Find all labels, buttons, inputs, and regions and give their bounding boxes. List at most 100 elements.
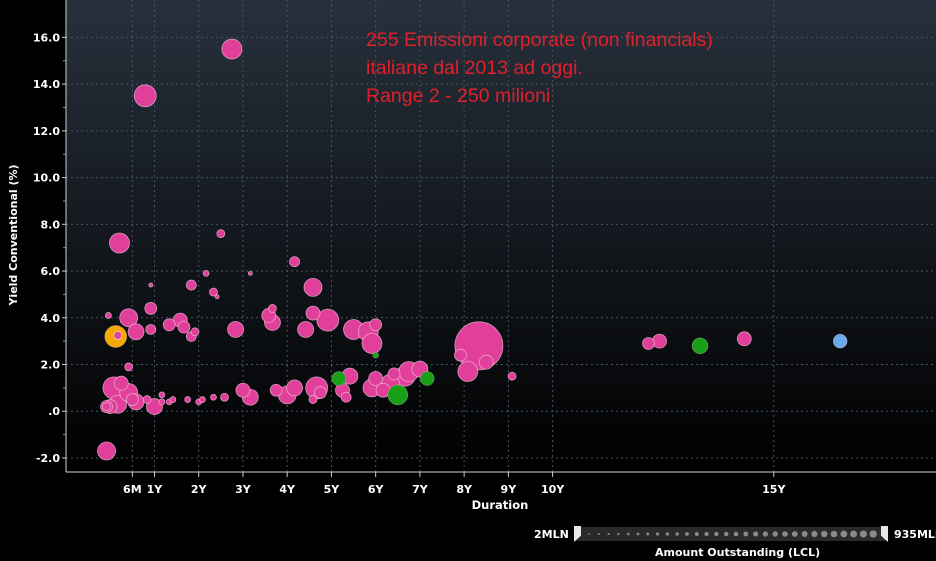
size-scale-dot — [617, 532, 620, 536]
x-tick-label: 3Y — [235, 483, 252, 496]
size-scale-dot — [675, 532, 679, 536]
bond-point-pink[interactable] — [387, 367, 401, 381]
bond-point-pink[interactable] — [269, 383, 283, 397]
y-tick-label: 4.0 — [41, 312, 61, 325]
y-tick-label: 10.0 — [33, 172, 60, 185]
bond-point-pink[interactable] — [303, 278, 323, 297]
bond-point-pink[interactable] — [313, 386, 327, 399]
size-scale-dot — [626, 532, 630, 536]
bond-point-green[interactable] — [387, 384, 408, 406]
bond-point-blue[interactable] — [832, 333, 848, 349]
bond-point-pink[interactable] — [235, 382, 251, 398]
bond-point-pink[interactable] — [652, 333, 667, 349]
size-scale-dot — [791, 531, 798, 537]
size-slider: 2MLN 935MLN Amount Outstanding (LCL) — [0, 520, 936, 561]
bond-point-pink[interactable] — [268, 304, 277, 313]
bond-point-pink[interactable] — [177, 320, 191, 334]
annotation-line-3: Range 2 - 250 milioni — [366, 85, 551, 107]
bond-point-pink[interactable] — [148, 282, 154, 288]
chart-annotation: 255 Emissioni corporate (non financials)… — [366, 26, 713, 110]
gridlines — [66, 0, 936, 472]
bond-point-pink[interactable] — [289, 256, 300, 268]
size-scale-dot — [753, 531, 759, 537]
bond-point-pink[interactable] — [340, 391, 352, 403]
bond-point-pink[interactable] — [202, 269, 210, 277]
bond-point-pink[interactable] — [210, 393, 217, 401]
bond-point-pink[interactable] — [316, 308, 340, 332]
bond-point-pink[interactable] — [216, 229, 226, 239]
bond-point-pink[interactable] — [185, 279, 197, 291]
bond-point-pink[interactable] — [190, 327, 200, 337]
size-scale-dot — [704, 531, 709, 537]
bond-point-green[interactable] — [420, 371, 435, 386]
bond-point-pink[interactable] — [457, 361, 479, 382]
bond-point-pink[interactable] — [247, 270, 253, 276]
size-scale-dot — [859, 530, 867, 538]
bond-point-pink[interactable] — [198, 396, 206, 403]
bond-point-pink[interactable] — [158, 391, 166, 399]
size-slider-track[interactable] — [574, 526, 888, 542]
size-scale-dot — [801, 531, 808, 537]
x-tick-label: 6M — [123, 483, 142, 496]
bond-point-pink[interactable] — [361, 333, 383, 354]
y-tick-label: 8.0 — [41, 218, 61, 231]
bond-point-pink[interactable] — [308, 395, 318, 404]
bond-point-pink[interactable] — [227, 321, 244, 338]
x-axis-label: Duration — [472, 498, 529, 512]
bond-point-pink[interactable] — [368, 371, 384, 386]
size-slider-max-handle[interactable] — [881, 526, 888, 542]
bond-point-green[interactable] — [331, 371, 346, 386]
bond-point-pink[interactable] — [124, 362, 134, 372]
bond-point-pink[interactable] — [221, 38, 243, 60]
bond-point-pink[interactable] — [169, 396, 177, 403]
size-scale-dot — [656, 532, 660, 536]
bond-point-pink[interactable] — [113, 331, 123, 340]
bond-point-pink[interactable] — [209, 287, 218, 297]
bond-point-pink[interactable] — [454, 348, 467, 362]
bond-point-pink[interactable] — [220, 392, 229, 402]
y-tick-label: .0 — [48, 405, 60, 418]
bond-point-pink[interactable] — [113, 375, 129, 391]
y-tick-labels: -2.0 .0 2.0 4.0 6.0 8.0 10.0 12.0 14.0 16.0 — [33, 31, 60, 465]
size-slider-min-handle[interactable] — [574, 526, 581, 542]
bond-point-pink[interactable] — [133, 84, 157, 108]
bond-point-pink[interactable] — [736, 331, 752, 347]
bond-point-pink[interactable] — [119, 308, 139, 328]
bond-point-pink[interactable] — [162, 318, 176, 332]
size-scale-dot — [665, 532, 670, 536]
bond-point-pink[interactable] — [97, 441, 116, 461]
bond-point-pink[interactable] — [146, 398, 163, 415]
size-scale-dot — [723, 531, 729, 537]
bond-point-pink[interactable] — [184, 396, 192, 403]
bond-point-pink[interactable] — [507, 371, 517, 381]
bond-point-pink[interactable] — [109, 232, 130, 254]
size-scale-dot — [821, 530, 828, 538]
size-scale-dot — [850, 530, 858, 538]
bond-point-green[interactable] — [372, 351, 379, 359]
bond-point-pink[interactable] — [286, 379, 303, 397]
bond-point-pink[interactable] — [214, 294, 220, 300]
size-scale-dot — [694, 532, 699, 536]
size-scale-dot — [714, 531, 719, 537]
bond-point-pink[interactable] — [297, 321, 315, 338]
x-tick-label: 15Y — [762, 483, 786, 496]
plot-background — [66, 0, 936, 472]
bond-point-pink[interactable] — [145, 324, 157, 335]
x-tick-label: 10Y — [541, 483, 565, 496]
bond-point-green[interactable] — [691, 337, 709, 355]
bond-point-pink[interactable] — [127, 323, 145, 341]
bond-point-pink[interactable] — [478, 354, 494, 370]
axes — [62, 0, 936, 477]
bond-point-pink[interactable] — [102, 402, 111, 411]
bond-point-pink[interactable] — [158, 398, 166, 406]
bond-point-pink[interactable] — [642, 337, 655, 350]
x-tick-label: 1Y — [147, 483, 164, 496]
bond-point-pink[interactable] — [305, 305, 321, 321]
bond-point-pink[interactable] — [104, 312, 112, 319]
bond-point-pink[interactable] — [144, 302, 158, 315]
bond-point-pink[interactable] — [125, 393, 139, 406]
bond-point-pink[interactable] — [369, 318, 383, 332]
bond-point-pink[interactable] — [142, 395, 152, 404]
y-tick-label: -2.0 — [36, 452, 60, 465]
